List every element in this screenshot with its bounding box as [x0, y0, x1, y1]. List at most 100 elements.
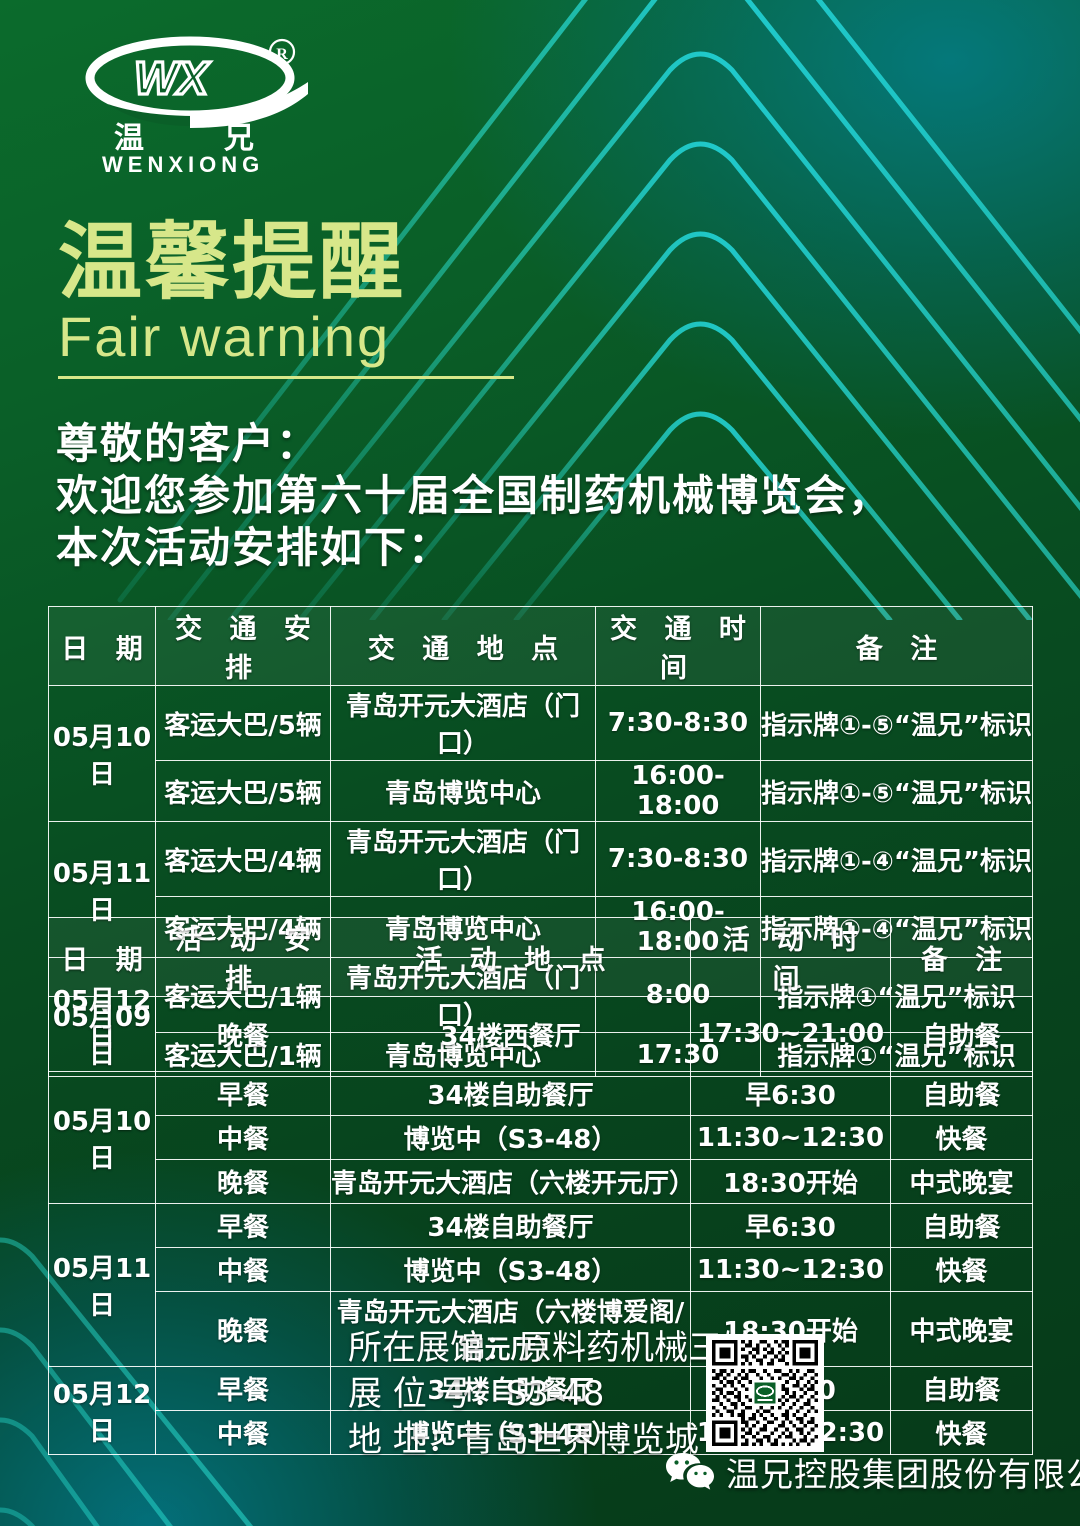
- table-row: 05月09日 晚餐 34楼西餐厅 17:30~21:00 自助餐: [48, 996, 1033, 1072]
- table-row: 05月10日 客运大巴/5辆 青岛开元大酒店（门口） 7:30-8:30 指示牌①-⑤“…: [48, 685, 1033, 822]
- intro-paragraph: 尊敬的客户： 欢迎您参加第六十届全国制药机械博览会， 本次活动安排如下：: [56, 418, 1036, 574]
- cell-time: 17:30~21:00: [690, 996, 891, 1072]
- th-time: 交 通 时 间: [595, 606, 761, 686]
- transport-table-head: 日 期 交 通 安 排 交 通 地 点 交 通 时 间 备 注: [48, 606, 1033, 686]
- intro-line-3: 本次活动安排如下：: [56, 523, 453, 572]
- cell-note: 自助餐: [890, 1071, 1033, 1116]
- activity-table-wrapper: 日 期 活 动 安 排 活 动 地 点 活 动 时 间 备 注 05月09日 晚餐…: [48, 917, 1033, 1455]
- cell-place: 博览中（S3-48）: [330, 1410, 691, 1455]
- cell-arrange: 晚餐: [155, 1291, 331, 1367]
- table-row: 05月11日 早餐 34楼自助餐厅 早6:30 自助餐: [48, 1203, 1033, 1367]
- th-place: 交 通 地 点: [330, 606, 596, 686]
- venue-info: 所在展馆：原料药机械三馆 展 位 号：S3-48 地 址：青岛世界博览城: [348, 1325, 808, 1463]
- cell-note: 中式晚宴: [890, 1291, 1033, 1367]
- cell-arrange: 晚餐: [155, 996, 331, 1072]
- activity-table-body: 05月09日 晚餐 34楼西餐厅 17:30~21:00 自助餐 05月10日 早餐 34楼自…: [48, 996, 1033, 1455]
- title-english: Fair warning: [58, 305, 391, 368]
- th-date: 日 期: [48, 606, 156, 686]
- cell-date: 05月09日: [48, 996, 156, 1072]
- cell-arrange: 晚餐: [155, 1159, 331, 1204]
- cell-arrange: 早餐: [155, 1071, 331, 1116]
- cell-arrange: 中餐: [155, 1115, 331, 1160]
- intro-line-1: 尊敬的客户：: [56, 419, 321, 468]
- cell-time: 18:30开始: [690, 1159, 891, 1204]
- table-row: 05月10日 早餐 34楼自助餐厅 早6:30 自助餐: [48, 1071, 1033, 1204]
- activity-table-head: 日 期 活 动 安 排 活 动 地 点 活 动 时 间 备 注: [48, 917, 1033, 997]
- cell-note: 快餐: [890, 1410, 1033, 1455]
- th-note: 备 注: [890, 917, 1033, 997]
- page-title: 温馨提醒 Fair warning: [58, 218, 618, 379]
- cell-arrange: 中餐: [155, 1410, 331, 1455]
- cell-note: 自助餐: [890, 1203, 1033, 1248]
- cell-note: 指示牌①-⑤“温兄”标识: [760, 760, 1033, 822]
- address-line: 地 址：青岛世界博览城: [348, 1420, 699, 1460]
- cell-note: 快餐: [890, 1115, 1033, 1160]
- booth-line: 展 位 号：S3-48: [348, 1374, 605, 1414]
- cell-date: 05月10日: [48, 685, 156, 822]
- cell-place: 34楼西餐厅: [330, 996, 691, 1072]
- cell-note: 自助餐: [890, 1366, 1033, 1411]
- cell-place: 34楼自助餐厅: [330, 1366, 691, 1411]
- intro-line-2: 欢迎您参加第六十届全国制药机械博览会，: [56, 471, 893, 520]
- company-name: 温兄控股集团股份有限公司: [726, 1455, 1080, 1494]
- cell-arrange: 中餐: [155, 1247, 331, 1292]
- wechat-footer: 温兄控股集团股份有限公司: [664, 1448, 1080, 1496]
- cell-place: 青岛博览中心: [330, 760, 596, 822]
- svg-text:温: 温: [114, 121, 144, 156]
- cell-place: 青岛开元大酒店（门口）: [330, 685, 596, 761]
- svg-text:R: R: [276, 46, 288, 63]
- th-arrange: 交 通 安 排: [155, 606, 331, 686]
- wechat-icon: [664, 1450, 716, 1494]
- cell-note: 中式晚宴: [890, 1159, 1033, 1204]
- title-underline: [58, 376, 514, 379]
- cell-time: 11:30~12:30: [690, 1247, 891, 1292]
- activity-schedule-table: 日 期 活 动 安 排 活 动 地 点 活 动 时 间 备 注 05月09日 晚餐…: [48, 917, 1033, 1455]
- cell-place: 34楼自助餐厅: [330, 1071, 691, 1116]
- cell-note: 指示牌①-④“温兄”标识: [760, 821, 1033, 897]
- cell-place: 青岛开元大酒店（门口）: [330, 821, 596, 897]
- cell-arrange: 客运大巴/4辆: [155, 821, 331, 897]
- cell-time: 11:30~12:30: [690, 1115, 891, 1160]
- cell-place: 34楼自助餐厅: [330, 1203, 691, 1248]
- th-time: 活 动 时 间: [690, 917, 891, 997]
- cell-arrange: 早餐: [155, 1203, 331, 1248]
- th-place: 活 动 地 点: [330, 917, 691, 997]
- cell-date: 05月10日: [48, 1071, 156, 1204]
- svg-text:WX: WX: [134, 52, 210, 104]
- th-arrange: 活 动 安 排: [155, 917, 331, 997]
- cell-place: 青岛开元大酒店（六楼博爱阁/锦元厅）: [330, 1291, 691, 1367]
- cell-place: 博览中（S3-48）: [330, 1115, 691, 1160]
- title-chinese: 温馨提醒: [58, 213, 407, 311]
- cell-place: 青岛开元大酒店（六楼开元厅）: [330, 1159, 695, 1204]
- cell-arrange: 早餐: [155, 1366, 331, 1411]
- svg-text:兄: 兄: [224, 121, 254, 156]
- cell-date: 05月11日: [48, 1203, 156, 1367]
- company-logo: WX R 温 兄 WENXIONG: [72, 30, 322, 175]
- cell-time: 16:00-18:00: [595, 760, 761, 822]
- cell-arrange: 客运大巴/5辆: [155, 685, 331, 761]
- cell-time: 7:30-8:30: [595, 685, 761, 761]
- cell-note: 自助餐: [890, 996, 1033, 1072]
- cell-time: 7:30-8:30: [595, 821, 761, 897]
- th-note: 备 注: [760, 606, 1033, 686]
- cell-note: 指示牌①-⑤“温兄”标识: [760, 685, 1033, 761]
- cell-time: 早6:30: [690, 1203, 891, 1248]
- table-row: 客运大巴/5辆 青岛博览中心 16:00-18:00 指示牌①-⑤“温兄”标识: [49, 760, 1033, 822]
- svg-text:WENXIONG: WENXIONG: [102, 152, 264, 175]
- qr-code-icon[interactable]: [706, 1334, 824, 1452]
- table-row: 晚餐 青岛开元大酒店（六楼开元厅） 18:30开始 中式晚宴: [49, 1159, 1033, 1204]
- table-header-row: 日 期 活 动 安 排 活 动 地 点 活 动 时 间 备 注: [48, 917, 1033, 997]
- cell-arrange: 客运大巴/5辆: [155, 760, 331, 822]
- th-date: 日 期: [48, 917, 156, 997]
- table-header-row: 日 期 交 通 安 排 交 通 地 点 交 通 时 间 备 注: [48, 606, 1033, 686]
- hall-line: 所在展馆：原料药机械三馆: [348, 1328, 756, 1368]
- cell-time: 早6:30: [690, 1071, 891, 1116]
- cell-place: 博览中（S3-48）: [330, 1247, 691, 1292]
- table-row: 05月11日 客运大巴/4辆 青岛开元大酒店（门口） 7:30-8:30 指示牌①-④“…: [48, 821, 1033, 958]
- cell-note: 快餐: [890, 1247, 1033, 1292]
